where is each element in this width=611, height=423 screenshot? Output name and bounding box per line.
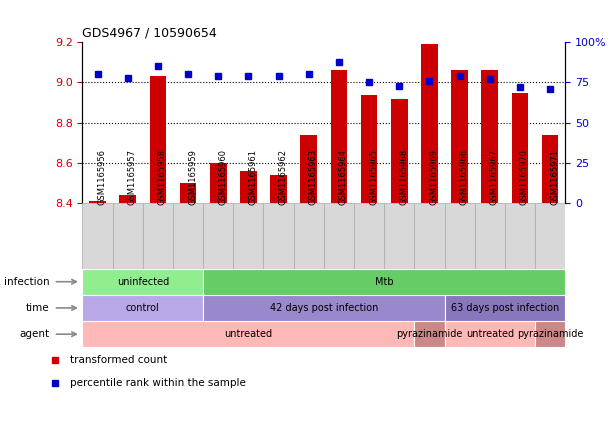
Text: GSM1165957: GSM1165957 [128,149,137,205]
Bar [263,203,294,269]
Bar [203,295,445,321]
Bar [452,70,468,203]
Text: GSM1165964: GSM1165964 [339,149,348,205]
Text: GSM1165960: GSM1165960 [218,149,227,205]
Text: 63 days post infection: 63 days post infection [451,303,559,313]
Bar [82,269,203,295]
Bar [233,203,263,269]
Bar [143,203,173,269]
Text: GSM1165966: GSM1165966 [459,149,469,205]
Bar [535,203,565,269]
Text: GSM1165969: GSM1165969 [430,149,439,205]
Text: untreated: untreated [224,329,273,339]
Bar [414,203,445,269]
Bar [82,203,112,269]
Text: infection: infection [4,277,49,287]
Text: pyrazinamide: pyrazinamide [517,329,584,339]
Text: time: time [26,303,49,313]
Bar [360,95,378,203]
Bar [511,93,529,203]
Text: control: control [126,303,159,313]
Bar [240,171,257,203]
Bar [203,203,233,269]
Text: GSM1165959: GSM1165959 [188,149,197,205]
Bar [119,195,136,203]
Bar [82,295,203,321]
Bar [82,321,414,347]
Text: GSM1165971: GSM1165971 [550,149,559,205]
Bar [445,295,565,321]
Text: GDS4967 / 10590654: GDS4967 / 10590654 [82,27,218,40]
Bar [481,70,498,203]
Bar [384,203,414,269]
Bar [445,321,535,347]
Bar [270,175,287,203]
Text: GSM1165962: GSM1165962 [279,149,288,205]
Bar [150,77,166,203]
Text: untreated: untreated [466,329,514,339]
Bar [475,203,505,269]
Text: GSM1165958: GSM1165958 [158,149,167,205]
Bar [324,203,354,269]
Bar [414,321,445,347]
Text: transformed count: transformed count [70,355,167,365]
Bar [173,203,203,269]
Bar [210,163,227,203]
Text: GSM1165970: GSM1165970 [520,149,529,205]
Text: GSM1165956: GSM1165956 [98,149,106,205]
Bar [331,70,347,203]
Bar [505,203,535,269]
Bar [112,203,143,269]
Bar [89,201,106,203]
Text: GSM1165968: GSM1165968 [399,149,408,205]
Text: agent: agent [20,329,49,339]
Bar [203,269,565,295]
Text: GSM1165967: GSM1165967 [490,149,499,205]
Bar [391,99,408,203]
Text: 42 days post infection: 42 days post infection [269,303,378,313]
Bar [542,135,558,203]
Text: GSM1165965: GSM1165965 [369,149,378,205]
Bar [421,44,437,203]
Text: GSM1165961: GSM1165961 [249,149,257,205]
Bar [180,183,196,203]
Text: uninfected: uninfected [117,277,169,287]
Text: GSM1165963: GSM1165963 [309,149,318,205]
Text: pyrazinamide: pyrazinamide [396,329,463,339]
Bar [445,203,475,269]
Bar [535,321,565,347]
Bar [294,203,324,269]
Bar [354,203,384,269]
Text: percentile rank within the sample: percentile rank within the sample [70,378,246,388]
Text: Mtb: Mtb [375,277,393,287]
Bar [301,135,317,203]
